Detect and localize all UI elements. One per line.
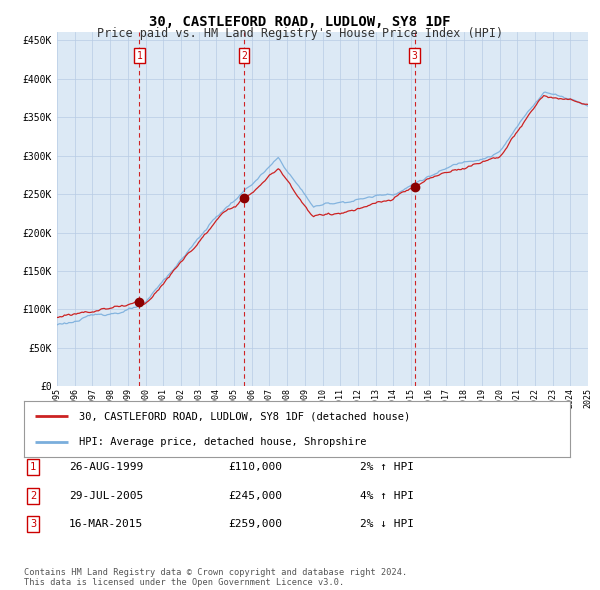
Text: 30, CASTLEFORD ROAD, LUDLOW, SY8 1DF: 30, CASTLEFORD ROAD, LUDLOW, SY8 1DF [149,15,451,29]
Text: 2% ↓ HPI: 2% ↓ HPI [360,519,414,529]
Text: HPI: Average price, detached house, Shropshire: HPI: Average price, detached house, Shro… [79,437,366,447]
Text: 30, CASTLEFORD ROAD, LUDLOW, SY8 1DF (detached house): 30, CASTLEFORD ROAD, LUDLOW, SY8 1DF (de… [79,411,410,421]
Text: 3: 3 [30,519,36,529]
Text: 2% ↑ HPI: 2% ↑ HPI [360,463,414,472]
Text: Price paid vs. HM Land Registry's House Price Index (HPI): Price paid vs. HM Land Registry's House … [97,27,503,40]
Text: 16-MAR-2015: 16-MAR-2015 [69,519,143,529]
Text: 3: 3 [412,51,418,61]
Text: £259,000: £259,000 [228,519,282,529]
Text: 4% ↑ HPI: 4% ↑ HPI [360,491,414,500]
Text: 2: 2 [241,51,247,61]
Text: £245,000: £245,000 [228,491,282,500]
Text: Contains HM Land Registry data © Crown copyright and database right 2024.
This d: Contains HM Land Registry data © Crown c… [24,568,407,587]
Text: 1: 1 [136,51,142,61]
Text: 29-JUL-2005: 29-JUL-2005 [69,491,143,500]
Text: 26-AUG-1999: 26-AUG-1999 [69,463,143,472]
Text: 2: 2 [30,491,36,500]
Text: 1: 1 [30,463,36,472]
Text: £110,000: £110,000 [228,463,282,472]
